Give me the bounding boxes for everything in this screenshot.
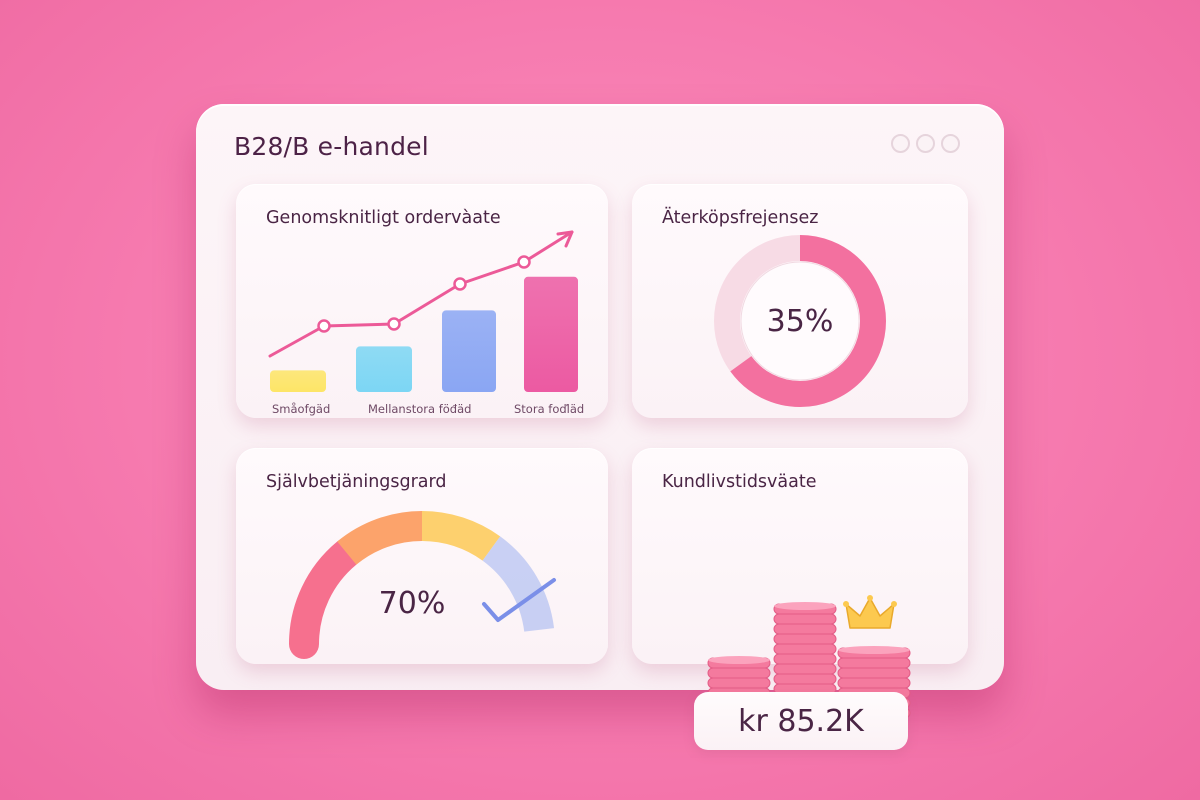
coin-stack-icon xyxy=(707,595,911,719)
gauge-segment-2 xyxy=(421,511,501,561)
crown-jewel-1 xyxy=(867,595,873,601)
gauge-segment-1 xyxy=(337,511,423,565)
customer-lifetime-value-card[interactable]: Kundlivstidsväate kr 85.2K xyxy=(632,448,968,750)
customer-lifetime-value-title: Kundlivstidsväate xyxy=(662,472,817,492)
repurchase-donut-chart xyxy=(714,235,886,407)
bar-1 xyxy=(356,346,412,392)
window-controls xyxy=(891,134,960,153)
trend-line xyxy=(268,230,574,358)
crown-jewel-2 xyxy=(891,601,897,607)
repurchase-rate-title: Äterköpsfrejensez xyxy=(662,208,819,228)
bar-3 xyxy=(524,276,578,392)
repurchase-rate-card[interactable]: Äterköpsfrejensez 35% xyxy=(632,184,968,418)
bar-2 xyxy=(442,310,496,392)
trend-point-3 xyxy=(517,255,531,269)
checkmark-icon xyxy=(482,578,556,622)
dashboard-window: B28/B e-handel Genomsknitligt ordervàate… xyxy=(196,104,1004,750)
bar-label-small: Småofgäd xyxy=(272,402,331,416)
donut-value-arc xyxy=(714,235,886,407)
donut-center xyxy=(740,261,860,381)
self-service-card[interactable]: Självbetjäningsgrard 70% xyxy=(236,448,608,664)
trend-arrow-icon xyxy=(556,230,574,248)
coin-stack-middle-icon xyxy=(773,602,837,695)
self-service-value: 70% xyxy=(378,586,446,621)
window-control-3-icon[interactable] xyxy=(941,134,960,153)
self-service-gauge xyxy=(289,511,556,659)
trend-point-0 xyxy=(317,319,331,333)
average-order-value-chart xyxy=(268,230,578,392)
repurchase-rate-value: 35% xyxy=(766,304,834,339)
crown-jewel-0 xyxy=(843,601,849,607)
customer-lifetime-value: kr 85.2K xyxy=(694,692,908,750)
gauge-segment-3 xyxy=(482,536,555,633)
trend-point-2 xyxy=(453,277,467,291)
average-order-value-title: Genomsknitligt ordervàate xyxy=(266,208,501,228)
bar-label-large: Stora foďläd xyxy=(514,402,585,416)
window-control-1-icon[interactable] xyxy=(891,134,910,153)
window-control-2-icon[interactable] xyxy=(916,134,935,153)
bar-label-medium: Mellanstora föđäd xyxy=(368,402,472,416)
window-title: B28/B e-handel xyxy=(234,132,429,161)
average-order-value-card[interactable]: Genomsknitligt ordervàate Småofgäd Mella… xyxy=(236,184,608,418)
crown-icon xyxy=(845,597,895,629)
trend-point-1 xyxy=(387,317,401,331)
gauge-segment-0 xyxy=(289,538,362,659)
self-service-title: Självbetjäningsgrard xyxy=(266,472,447,492)
bar-0 xyxy=(270,370,326,392)
